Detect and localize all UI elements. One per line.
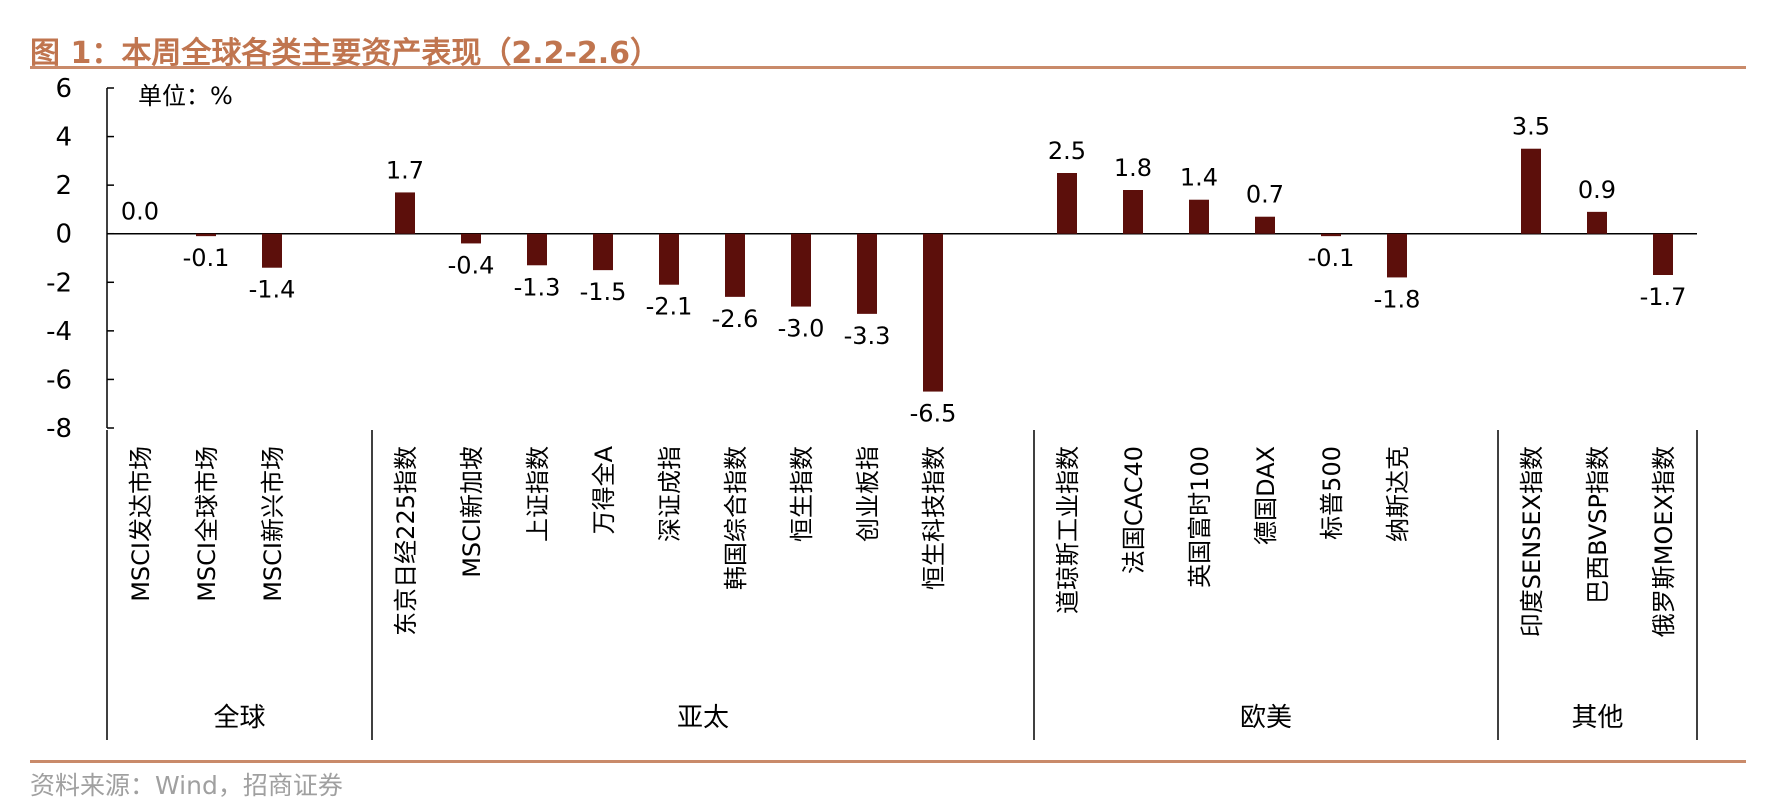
y-tick-label: 2 xyxy=(55,171,72,201)
category-label: 深证成指 xyxy=(656,446,684,542)
category-label: 德国DAX xyxy=(1252,446,1280,545)
bar xyxy=(1587,211,1607,234)
category-label: 恒生科技指数 xyxy=(920,446,948,590)
category-label: 俄罗斯MOEX指数 xyxy=(1650,446,1678,637)
value-label: -3.0 xyxy=(778,315,825,343)
value-label: -2.1 xyxy=(646,293,693,321)
y-tick-label: 0 xyxy=(55,220,72,250)
category-label: 法国CAC40 xyxy=(1120,446,1148,574)
bar xyxy=(1653,233,1673,275)
value-label: 2.5 xyxy=(1048,137,1086,165)
source-rule xyxy=(30,760,1746,763)
value-label: 0.0 xyxy=(121,198,159,226)
value-label: 1.4 xyxy=(1180,164,1218,192)
bar xyxy=(791,233,811,307)
figure-title: 图 1：本周全球各类主要资产表现（2.2-2.6） xyxy=(30,36,661,71)
source-note: 资料来源：Wind，招商证券 xyxy=(30,771,343,800)
bar xyxy=(527,233,547,266)
category-label: MSCI新加坡 xyxy=(458,446,486,578)
bar xyxy=(1521,148,1541,234)
category-label: 上证指数 xyxy=(524,446,552,542)
value-label: 1.8 xyxy=(1114,154,1152,182)
value-label: -1.7 xyxy=(1640,283,1687,311)
category-label: 印度SENSEX指数 xyxy=(1518,446,1546,637)
y-tick-label: 4 xyxy=(55,123,72,153)
title-rule xyxy=(30,66,1746,69)
bar xyxy=(1189,199,1209,234)
value-label: -6.5 xyxy=(910,400,957,428)
category-label: 英国富时100 xyxy=(1186,446,1214,588)
category-label: 万得全A xyxy=(590,445,618,534)
category-label: MSCI新兴市场 xyxy=(259,446,287,602)
value-label: -0.1 xyxy=(1308,244,1355,272)
bar xyxy=(1057,173,1077,234)
bar xyxy=(725,233,745,297)
value-label: -1.4 xyxy=(249,276,296,304)
category-label: 纳斯达克 xyxy=(1384,446,1412,542)
value-label: -0.4 xyxy=(448,251,495,279)
bar xyxy=(395,192,415,234)
y-tick-label: -8 xyxy=(46,414,72,444)
bar xyxy=(857,233,877,314)
bar xyxy=(461,233,481,244)
value-label: -3.3 xyxy=(844,322,891,350)
category-label: 恒生指数 xyxy=(788,446,816,542)
value-label: -1.5 xyxy=(580,278,627,306)
bar xyxy=(593,233,613,271)
category-label: 巴西BVSP指数 xyxy=(1584,446,1612,604)
category-label: 东京日经225指数 xyxy=(392,446,420,636)
value-label: 0.7 xyxy=(1246,181,1284,209)
unit-label: 单位：% xyxy=(138,82,233,110)
bar xyxy=(1387,233,1407,278)
y-tick-label: -2 xyxy=(46,268,72,298)
category-label: MSCI全球市场 xyxy=(193,446,221,602)
category-label: 标普500 xyxy=(1318,446,1346,540)
y-tick-label: -6 xyxy=(46,365,72,395)
bar xyxy=(659,233,679,285)
y-tick-label: -4 xyxy=(46,317,72,347)
group-label: 欧美 xyxy=(1240,703,1292,733)
value-label: 1.7 xyxy=(386,156,424,184)
bar xyxy=(1255,216,1275,234)
bar xyxy=(262,233,282,268)
value-label: -1.8 xyxy=(1374,285,1421,313)
bar xyxy=(923,233,943,392)
group-label: 全球 xyxy=(213,703,265,733)
bar xyxy=(1321,233,1341,237)
category-label: 道琼斯工业指数 xyxy=(1054,446,1082,614)
group-label: 其他 xyxy=(1571,703,1623,733)
category-label: 创业板指 xyxy=(854,446,882,542)
bar xyxy=(1123,190,1143,234)
y-tick-label: 6 xyxy=(55,74,72,104)
value-label: -1.3 xyxy=(514,273,561,301)
value-label: 3.5 xyxy=(1512,113,1550,141)
value-label: -2.6 xyxy=(712,305,759,333)
bar xyxy=(196,233,216,237)
value-label: -0.1 xyxy=(183,244,230,272)
category-label: 韩国综合指数 xyxy=(722,446,750,590)
value-label: 0.9 xyxy=(1578,176,1616,204)
category-label: MSCI发达市场 xyxy=(127,446,155,602)
group-label: 亚太 xyxy=(677,703,729,733)
